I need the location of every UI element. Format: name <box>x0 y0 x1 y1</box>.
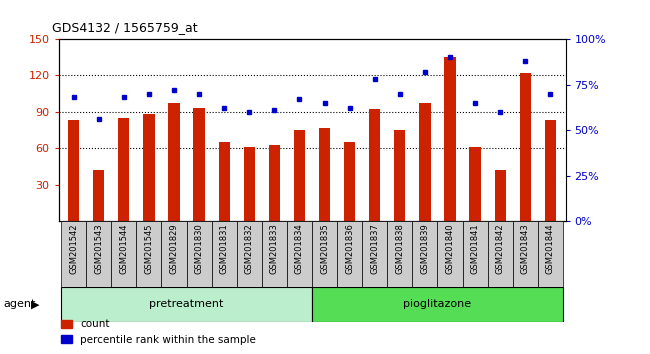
Text: GDS4132 / 1565759_at: GDS4132 / 1565759_at <box>52 21 198 34</box>
Bar <box>244 147 255 221</box>
Text: GSM201545: GSM201545 <box>144 223 153 274</box>
Bar <box>469 147 481 221</box>
Text: GSM201829: GSM201829 <box>170 223 179 274</box>
Text: agent: agent <box>3 299 36 309</box>
Bar <box>111 221 136 287</box>
Bar <box>337 221 362 287</box>
Legend: count, percentile rank within the sample: count, percentile rank within the sample <box>57 315 260 349</box>
Bar <box>419 103 430 221</box>
Text: GSM201543: GSM201543 <box>94 223 103 274</box>
Bar <box>86 221 111 287</box>
Text: GSM201838: GSM201838 <box>395 223 404 274</box>
Text: GSM201831: GSM201831 <box>220 223 229 274</box>
Bar <box>538 221 563 287</box>
Bar <box>212 221 237 287</box>
Bar <box>545 120 556 221</box>
Text: GSM201834: GSM201834 <box>295 223 304 274</box>
Bar <box>294 130 305 221</box>
Bar <box>513 221 538 287</box>
Text: GSM201843: GSM201843 <box>521 223 530 274</box>
Bar <box>344 142 356 221</box>
Bar <box>463 221 488 287</box>
Bar <box>161 221 187 287</box>
Bar <box>237 221 262 287</box>
Bar <box>319 128 330 221</box>
Bar <box>412 221 437 287</box>
Bar <box>437 221 463 287</box>
Bar <box>268 145 280 221</box>
Bar <box>136 221 161 287</box>
Text: GSM201830: GSM201830 <box>194 223 203 274</box>
Bar <box>68 120 79 221</box>
Bar <box>143 114 155 221</box>
Bar <box>168 103 179 221</box>
Text: GSM201840: GSM201840 <box>445 223 454 274</box>
Bar <box>312 221 337 287</box>
Text: GSM201836: GSM201836 <box>345 223 354 274</box>
Bar <box>194 108 205 221</box>
Bar <box>394 130 406 221</box>
Bar <box>262 221 287 287</box>
Text: GSM201842: GSM201842 <box>496 223 505 274</box>
Text: GSM201835: GSM201835 <box>320 223 329 274</box>
Bar <box>445 57 456 221</box>
Text: GSM201832: GSM201832 <box>245 223 254 274</box>
Bar <box>387 221 412 287</box>
Text: pretreatment: pretreatment <box>150 299 224 309</box>
Bar <box>93 170 104 221</box>
Bar <box>287 221 312 287</box>
Bar <box>488 221 513 287</box>
Bar <box>312 287 563 322</box>
Text: ▶: ▶ <box>31 299 39 309</box>
Text: GSM201839: GSM201839 <box>421 223 430 274</box>
Bar <box>495 170 506 221</box>
Bar <box>520 73 531 221</box>
Bar <box>218 142 230 221</box>
Text: GSM201837: GSM201837 <box>370 223 379 274</box>
Text: GSM201542: GSM201542 <box>69 223 78 274</box>
Bar <box>61 287 312 322</box>
Text: GSM201544: GSM201544 <box>119 223 128 274</box>
Text: GSM201844: GSM201844 <box>546 223 555 274</box>
Text: GSM201833: GSM201833 <box>270 223 279 274</box>
Bar <box>362 221 387 287</box>
Bar <box>61 221 86 287</box>
Bar <box>118 118 129 221</box>
Bar <box>369 109 380 221</box>
Text: pioglitazone: pioglitazone <box>404 299 471 309</box>
Bar <box>187 221 212 287</box>
Text: GSM201841: GSM201841 <box>471 223 480 274</box>
